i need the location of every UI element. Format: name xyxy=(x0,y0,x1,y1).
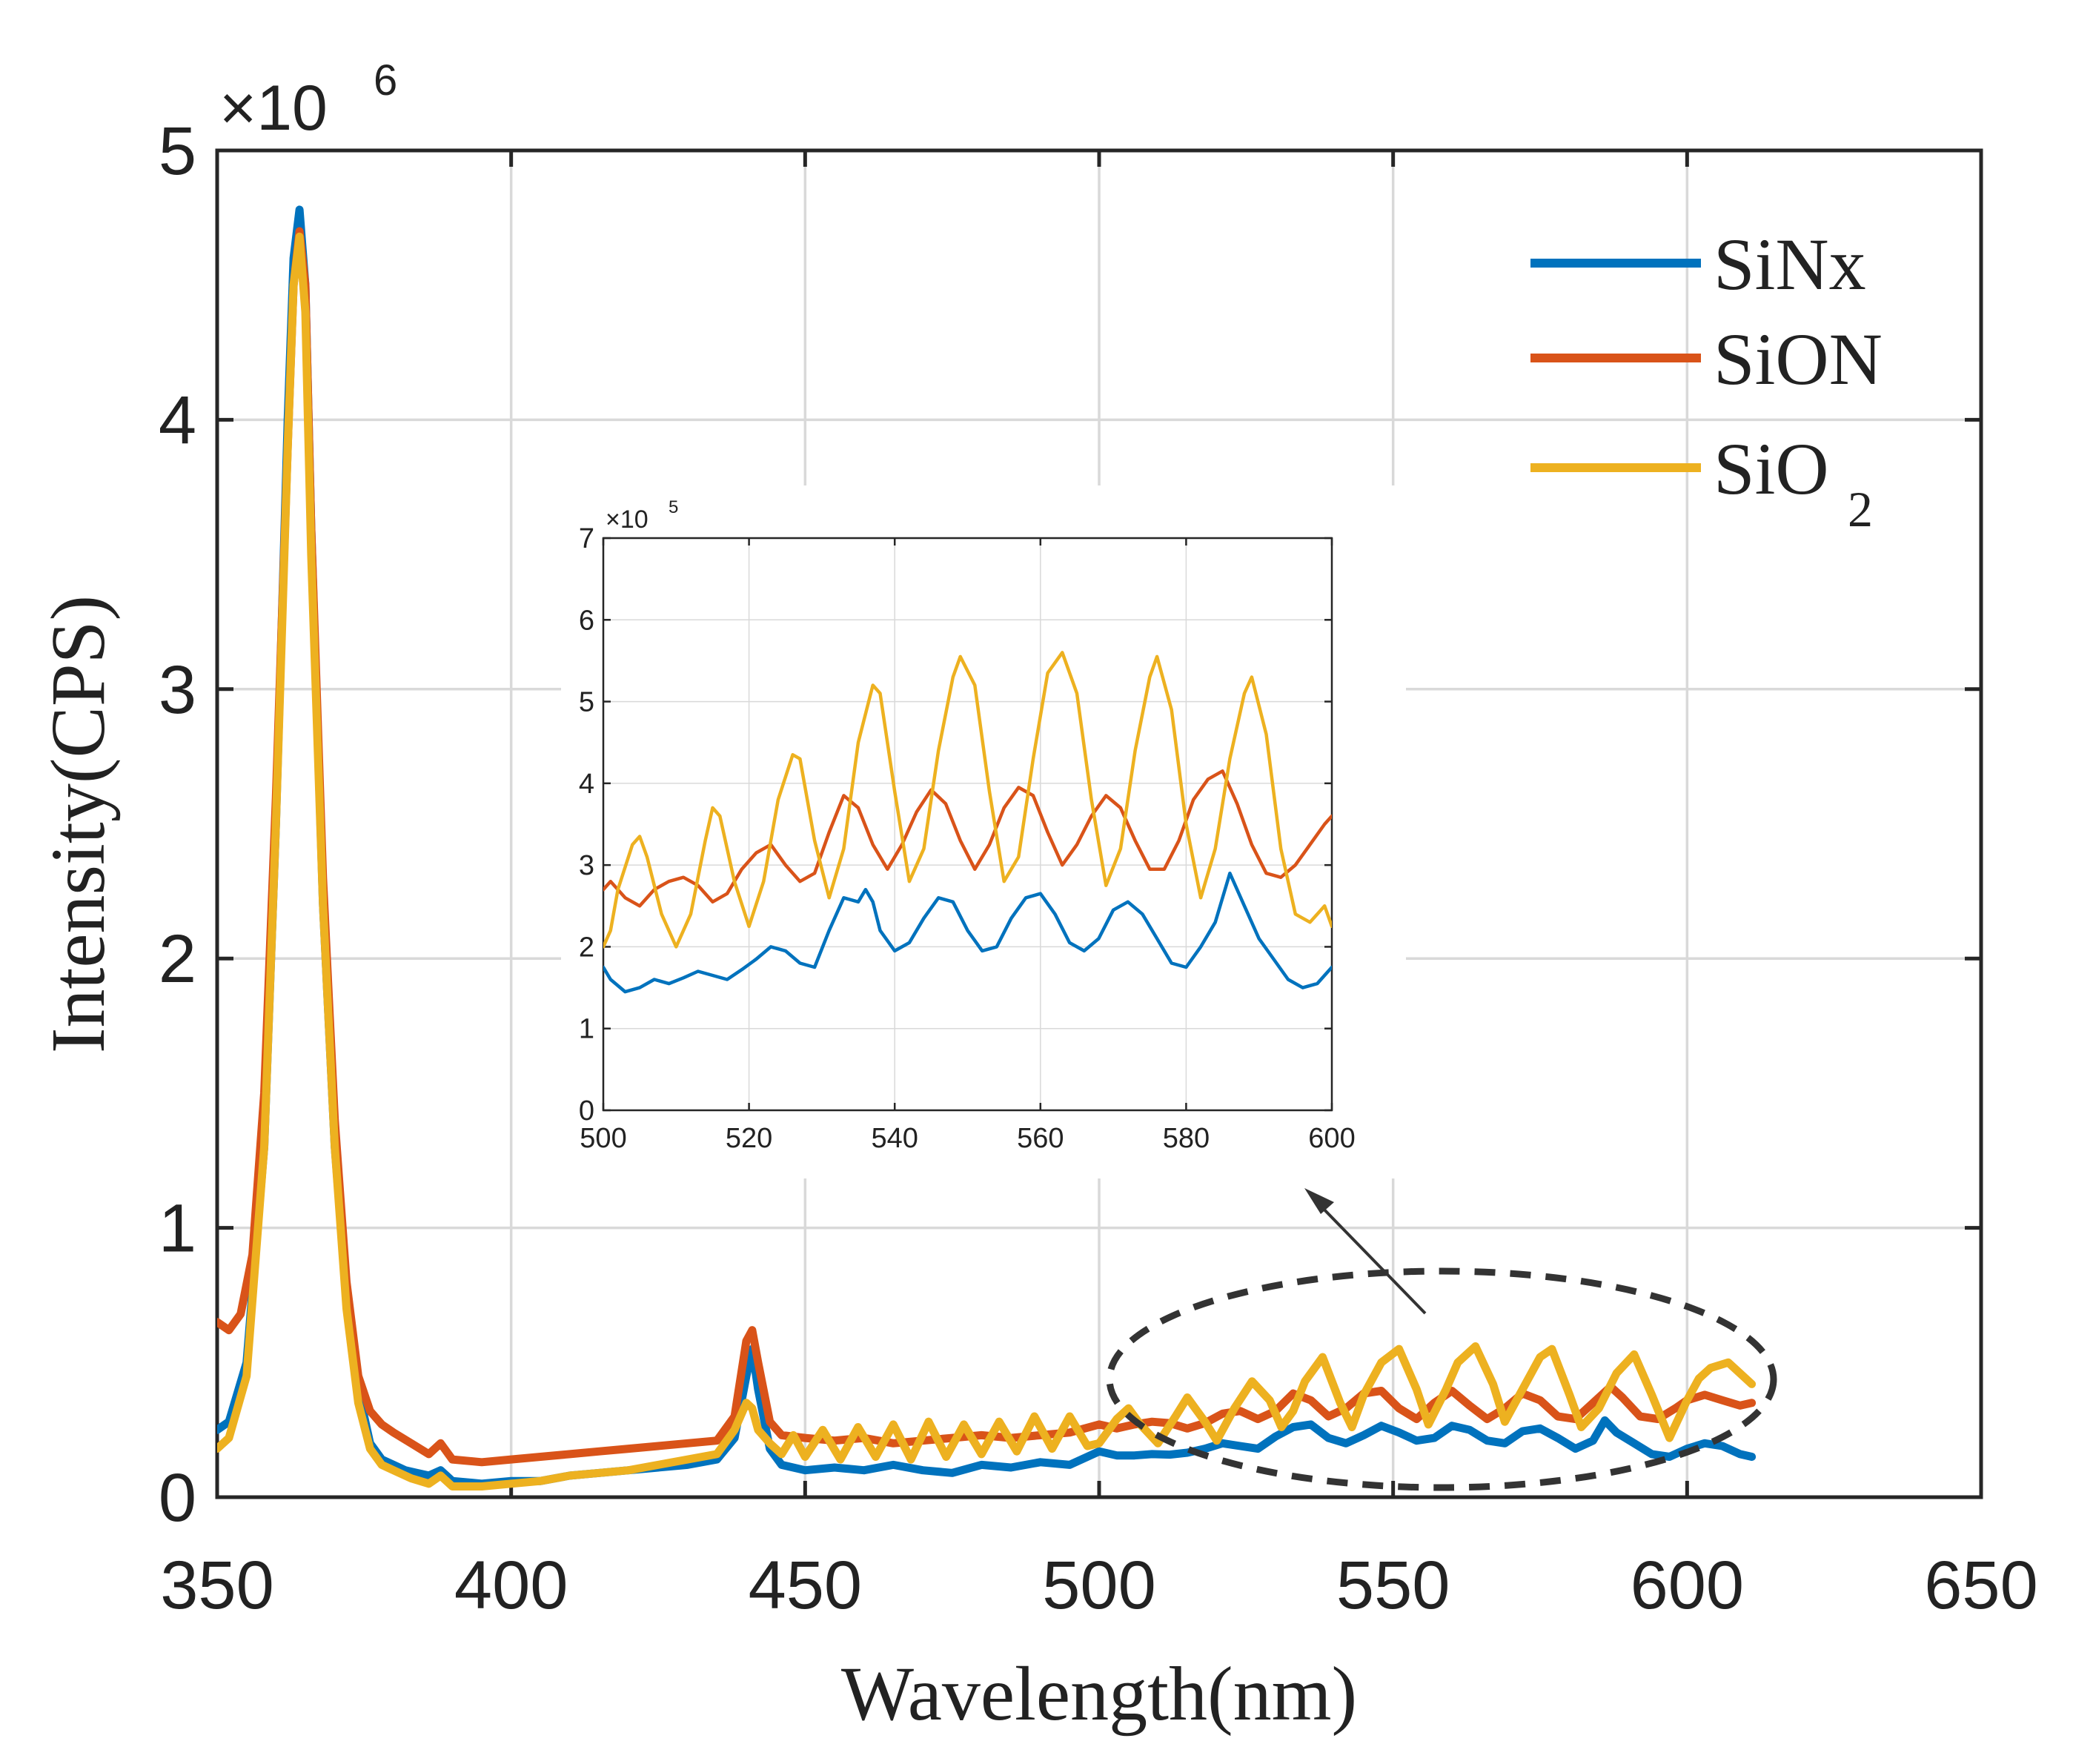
main-y-tick-label: 3 xyxy=(159,652,196,728)
inset-x-tick-label: 540 xyxy=(871,1123,918,1154)
main-x-tick-label: 450 xyxy=(749,1548,863,1623)
main-series-sio2 xyxy=(217,232,1757,1491)
main-y-multiplier: ×10 xyxy=(219,73,328,144)
inset-y-tick-label: 0 xyxy=(579,1095,594,1127)
main-x-tick-label: 350 xyxy=(160,1548,274,1623)
main-y-label: Intensity(CPS) xyxy=(36,595,121,1053)
inset-y-multiplier: ×10 xyxy=(606,505,649,534)
inset-x-tick-label: 600 xyxy=(1308,1123,1355,1154)
main-x-tick-label: 500 xyxy=(1042,1548,1156,1623)
main-y-tick-label: 2 xyxy=(159,921,196,997)
inset-lines xyxy=(603,651,1332,994)
main-y-tick-label: 1 xyxy=(159,1191,196,1267)
main-x-label: Wavelength(nm) xyxy=(841,1651,1357,1737)
inset-series-sinx xyxy=(603,871,1332,994)
inset-series-sio2 xyxy=(603,651,1332,949)
main-y-exponent: 6 xyxy=(374,56,397,105)
zoom-arrow-line xyxy=(1316,1201,1427,1315)
inset-series-sion xyxy=(603,769,1332,908)
legend-label-sio2-subscript: 2 xyxy=(1848,481,1873,537)
main-x-tick-label: 400 xyxy=(454,1548,568,1623)
main-x-tick-label: 600 xyxy=(1631,1548,1745,1623)
main-y-tick-label: 5 xyxy=(159,113,196,189)
legend-label-sio2: SiO xyxy=(1714,428,1829,510)
inset-y-tick-label: 1 xyxy=(579,1014,594,1045)
main-grid xyxy=(217,150,1981,1497)
inset-ticks: 500 520 540 560 580 600 0 1 2 3 4 5 6 7 xyxy=(579,523,1356,1154)
main-y-tick-label: 0 xyxy=(159,1460,196,1536)
inset-x-tick-label: 560 xyxy=(1017,1123,1064,1154)
inset-y-tick-label: 2 xyxy=(579,932,594,963)
main-x-tick-label: 550 xyxy=(1336,1548,1450,1623)
inset-axes-frame xyxy=(602,537,1333,1112)
inset-background xyxy=(561,485,1406,1178)
inset-x-tick-label: 580 xyxy=(1163,1123,1210,1154)
inset-y-tick-label: 3 xyxy=(579,850,594,881)
legend-label-sion: SiON xyxy=(1714,318,1883,400)
zoom-region-ellipse xyxy=(1106,1267,1777,1491)
inset-x-tick-label: 500 xyxy=(580,1123,626,1154)
main-y-tick-label: 4 xyxy=(159,382,196,458)
inset-y-exponent: 5 xyxy=(669,497,678,517)
main-lines xyxy=(217,205,1757,1491)
inset-y-tick-label: 6 xyxy=(579,605,594,636)
legend-label-sinx: SiNx xyxy=(1714,223,1866,305)
inset-y-tick-label: 5 xyxy=(579,687,594,718)
inset-y-tick-label: 7 xyxy=(579,523,594,554)
main-x-tick-label: 650 xyxy=(1924,1548,2038,1623)
inset-y-tick-label: 4 xyxy=(579,769,594,800)
inset-x-tick-label: 520 xyxy=(726,1123,772,1154)
legend: SiNx SiON SiO 2 xyxy=(1530,223,1883,537)
zoom-arrow-head xyxy=(1304,1188,1334,1214)
